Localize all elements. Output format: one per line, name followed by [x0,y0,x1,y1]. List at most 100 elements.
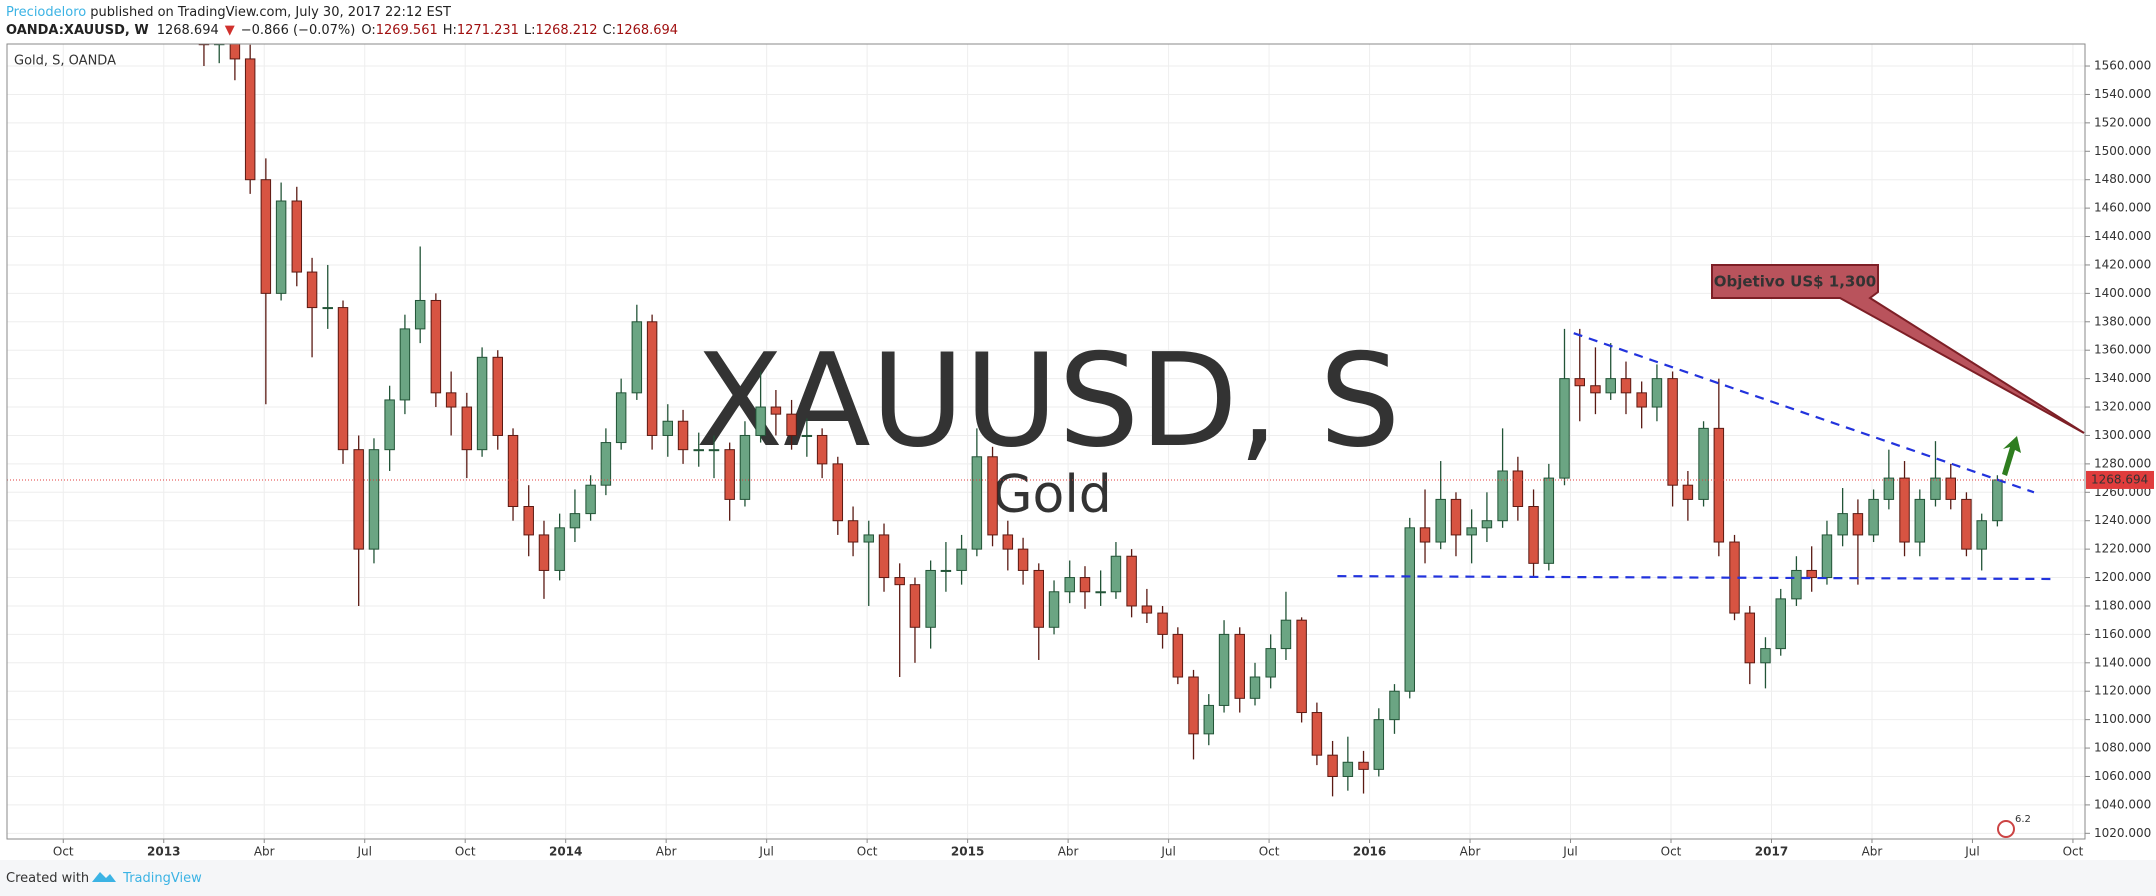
candle-body [615,392,627,444]
y-tick-label: 1080.000 [2094,741,2151,755]
y-tick-label: 1460.000 [2094,201,2151,215]
candle-body [1327,754,1338,777]
candle-body [1760,648,1771,664]
candle-body [1435,498,1446,543]
candle-body [1543,477,1555,564]
ohlc-value: 1271.231 [457,23,519,38]
candle-body [863,534,874,543]
up-arrow [2002,436,2021,476]
candle-body [229,44,241,60]
candle-body [1234,633,1245,699]
candle-body [1713,427,1725,543]
badge: 6.2 [2015,814,2031,825]
watermark: XAUUSD, S [695,327,1400,476]
candle-body [755,406,766,436]
candle-body [1961,498,1972,550]
candle-body [1667,378,1678,486]
candle-body [569,513,581,529]
candle-body [476,356,488,451]
x-tick-label: 2014 [549,845,582,859]
brand[interactable]: TradingView [122,871,202,886]
candle-body [1605,378,1616,394]
author[interactable]: Preciodeloro [6,5,86,20]
candle-body [523,506,534,536]
candle-body [1945,477,1956,500]
candle-body [244,58,256,181]
candle-body [1017,548,1029,571]
y-tick-label: 1500.000 [2094,144,2151,158]
candle-body [1095,591,1106,594]
candle-body [801,434,813,437]
candle-body [1218,633,1230,706]
candle-body [1868,498,1879,536]
ohlc-value: 1268.694 [616,23,678,38]
ohlc-value: 1269.561 [376,23,438,38]
y-tick-label: 1200.000 [2094,570,2151,584]
candle-body [1914,498,1926,543]
y-tick-label: 1100.000 [2094,712,2151,726]
y-tick-label: 1340.000 [2094,371,2151,385]
candle-body [987,456,998,536]
candle-body [770,406,782,415]
candle-body [1203,704,1215,735]
candle-body [1450,498,1462,536]
candle-body [847,520,859,543]
x-tick-label: Abr [1058,845,1079,859]
x-tick-label: Abr [656,845,677,859]
y-tick-label: 1420.000 [2094,257,2151,271]
candle-body [1249,676,1261,699]
created: Created with [6,871,89,886]
candle-body [1574,378,1586,387]
candle-body [1883,477,1895,500]
callout [1711,264,2085,434]
candle-body [1620,378,1632,394]
candle-body [1311,712,1323,756]
x-tick-label: Abr [254,845,275,859]
candle-body [322,307,333,310]
last-price-label: 1268.694 [2091,472,2148,486]
candle-body [507,434,519,508]
last-price-tag [2086,470,2154,489]
plot-area [7,44,2085,797]
candle-body [894,577,905,586]
candle-body [1590,385,1601,394]
x-tick-label: 2017 [1755,845,1788,859]
x-tick-label: 2015 [951,845,984,859]
x-tick-label: 2013 [147,845,180,859]
candle-body [677,420,689,451]
candle-body [1976,520,1987,550]
footer-bar [0,860,2156,896]
ohlc-value: 1268.212 [536,23,598,38]
candle-body [260,179,272,294]
brand-logo [92,872,116,882]
candle-body [445,392,457,408]
candle-body [1404,527,1415,692]
candle-body [1141,605,1153,614]
x-tick-label: Oct [1661,845,1682,859]
y-tick-label: 1560.000 [2094,59,2151,73]
candle-body [1033,569,1044,628]
candle-body [940,569,952,572]
candle-body [1389,690,1400,721]
y-tick-label: 1060.000 [2094,769,2151,783]
header-line-2: OANDA:XAUUSD, W 1268.694 ▼ −0.866 (−0.07%) O… [6,23,678,38]
x-tick-label: Jul [1562,845,1577,859]
candle-body [1048,591,1060,628]
legend: Gold, S, OANDA [14,54,116,69]
change: −0.866 (−0.07%) [241,23,356,38]
candle-body [1821,534,1833,579]
published: published on TradingView.com, July 30, 2… [90,5,451,20]
candle-body [600,442,612,486]
watermark-sub: Gold [992,465,1112,525]
candle-body [631,321,643,394]
y-tick-label: 1140.000 [2094,655,2151,669]
x-tick-label: Abr [1862,845,1883,859]
candle-body [414,299,426,330]
candle-body [1528,506,1539,564]
candle-body [1358,761,1369,770]
candle-body [291,200,303,273]
last: 1268.694 [157,23,219,38]
candle-body [1157,612,1168,635]
candle-body [430,299,442,394]
